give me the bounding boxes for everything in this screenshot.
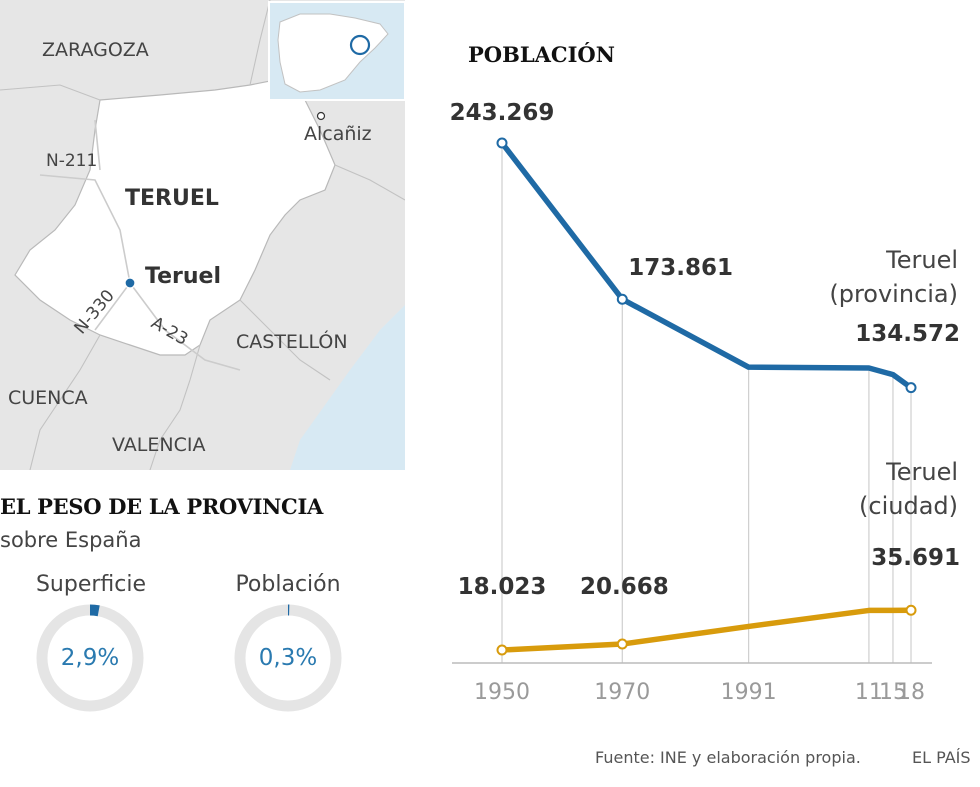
roads — [39, 119, 241, 371]
data-point — [616, 638, 628, 650]
x-tick-label: 18 — [897, 680, 925, 705]
x-tick-label: 15 — [879, 680, 907, 705]
data-point — [496, 137, 508, 149]
label-teruel-province: TERUEL — [125, 186, 219, 211]
label-zaragoza: ZARAGOZA — [42, 39, 149, 61]
poblacion-donut — [234, 604, 342, 712]
poblacion-value: 0,3% — [258, 645, 318, 671]
data-point — [905, 604, 917, 616]
x-tick-label: 11 — [855, 680, 883, 705]
province-boundaries — [0, 0, 405, 470]
series-name-label: Teruel — [885, 458, 958, 486]
x-tick-label: 1950 — [474, 680, 530, 705]
label-teruel-city: Teruel — [145, 264, 221, 289]
peso-title: EL PESO DE LA PROVINCIA — [0, 494, 323, 519]
data-label: 20.668 — [580, 574, 669, 600]
label-castellon: CASTELLÓN — [236, 329, 348, 353]
data-label: 134.572 — [855, 321, 960, 347]
label-cuenca: CUENCA — [8, 387, 88, 409]
data-point — [616, 293, 628, 305]
label-n211: N-211 — [46, 151, 97, 171]
series-name-label: (provincia) — [829, 280, 958, 308]
brand-logo-text: EL PAÍS — [912, 748, 971, 767]
x-tick-label: 1991 — [721, 680, 777, 705]
poblacion-label: Población — [235, 572, 341, 597]
series-line-provincia — [499, 140, 914, 391]
superficie-label: Superficie — [35, 572, 147, 597]
data-point — [496, 644, 508, 656]
map-sea — [290, 305, 405, 470]
superficie-donut-fill — [89, 604, 100, 617]
data-label: 173.861 — [628, 255, 733, 281]
source-note: Fuente: INE y elaboración propia. — [595, 748, 861, 767]
inset-spain-map — [268, 1, 405, 101]
superficie-donut — [36, 604, 144, 712]
alcaniz-dot — [316, 111, 326, 121]
teruel-city-marker — [124, 277, 136, 289]
label-alcaniz: Alcañiz — [304, 123, 372, 145]
teruel-map: ZARAGOZA Alcañiz N-211 TERUEL Teruel N-3… — [0, 0, 405, 470]
series-name-label: Teruel — [885, 246, 958, 274]
series-line-ciudad — [499, 607, 914, 653]
data-label: 18.023 — [458, 574, 547, 600]
label-valencia: VALENCIA — [112, 434, 205, 456]
data-label: 35.691 — [871, 545, 960, 571]
superficie-value: 2,9% — [60, 645, 120, 671]
series-name-label: (ciudad) — [859, 492, 958, 520]
data-label: 243.269 — [450, 100, 555, 126]
data-point — [905, 382, 917, 394]
x-tick-label: 1970 — [594, 680, 650, 705]
peso-subtitle: sobre España — [0, 528, 142, 552]
chart-title: POBLACIÓN — [468, 42, 615, 67]
